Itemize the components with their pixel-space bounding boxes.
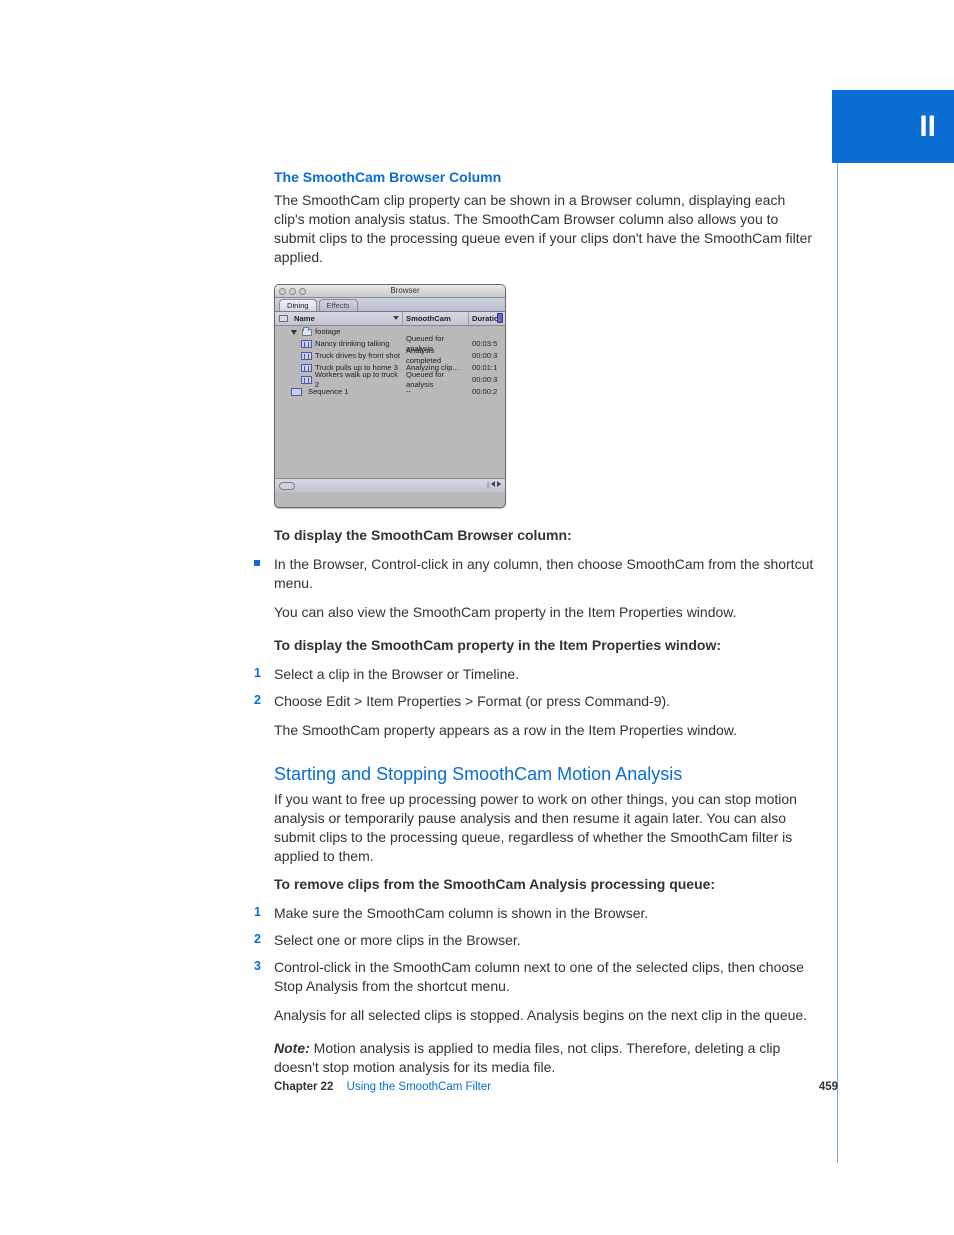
list-item-text: Choose Edit > Item Properties > Format (… xyxy=(274,693,670,709)
browser-title: Browser xyxy=(309,286,501,297)
browser-sidebar-handle[interactable] xyxy=(497,313,503,323)
browser-header-row: Name SmoothCam Duration xyxy=(275,312,505,326)
sequence-icon xyxy=(291,388,302,396)
bin-label: footage xyxy=(315,327,340,337)
scroll-left-icon[interactable] xyxy=(491,481,495,487)
procedure-heading: To display the SmoothCam Browser column: xyxy=(274,526,819,545)
part-number-tab: II xyxy=(832,90,954,163)
procedure-heading: To remove clips from the SmoothCam Analy… xyxy=(274,875,819,894)
page-content: The SmoothCam Browser Column The SmoothC… xyxy=(274,168,819,1087)
sequence-name: Sequence 1 xyxy=(308,387,349,397)
tab-dining[interactable]: Dining xyxy=(279,299,317,311)
tab-effects[interactable]: Effects xyxy=(319,299,358,311)
list-item: 2Select one or more clips in the Browser… xyxy=(260,931,819,950)
disclosure-triangle-icon[interactable] xyxy=(291,330,297,335)
table-row[interactable]: Truck drives by front shot Analysis comp… xyxy=(275,350,505,362)
section-heading-starting-stopping: Starting and Stopping SmoothCam Motion A… xyxy=(274,762,819,786)
procedure-after-text: You can also view the SmoothCam property… xyxy=(274,603,819,622)
column-header-name[interactable]: Name xyxy=(275,312,403,325)
procedure-after-text: The SmoothCam property appears as a row … xyxy=(274,721,819,740)
list-item: 3Control-click in the SmoothCam column n… xyxy=(260,958,819,996)
close-icon[interactable] xyxy=(279,288,286,295)
list-item: In the Browser, Control-click in any col… xyxy=(260,555,819,593)
clip-duration: 00:00:3 xyxy=(469,351,505,361)
procedure-heading: To display the SmoothCam property in the… xyxy=(274,636,819,655)
bin-icon xyxy=(279,315,288,322)
step-number: 1 xyxy=(254,665,261,682)
step-number: 2 xyxy=(254,931,261,948)
sort-indicator-icon xyxy=(393,316,399,320)
clip-icon xyxy=(301,352,312,360)
list-item: 1Make sure the SmoothCam column is shown… xyxy=(260,904,819,923)
column-header-name-label: Name xyxy=(294,314,315,324)
clip-icon xyxy=(301,376,312,384)
list-item-text: In the Browser, Control-click in any col… xyxy=(274,556,813,591)
browser-window: Browser Dining Effects Name SmoothCam Du… xyxy=(274,284,506,508)
scroll-right-icon[interactable] xyxy=(497,481,501,487)
section-heading-smoothcam-column: The SmoothCam Browser Column xyxy=(274,168,819,187)
section-para: The SmoothCam clip property can be shown… xyxy=(274,191,819,267)
list-item-text: Select one or more clips in the Browser. xyxy=(274,932,521,948)
bin-row[interactable]: footage xyxy=(275,326,505,338)
table-row[interactable]: Nancy drinking talking Queued for analys… xyxy=(275,338,505,350)
chapter-title: Using the SmoothCam Filter xyxy=(347,1081,491,1093)
clip-duration: 00:00:3 xyxy=(469,375,505,385)
clip-duration: 00:03:5 xyxy=(469,339,505,349)
sequence-duration: 00:00:2 xyxy=(469,387,505,397)
list-item-text: Select a clip in the Browser or Timeline… xyxy=(274,666,519,682)
list-item: 1Select a clip in the Browser or Timelin… xyxy=(260,665,819,684)
browser-titlebar: Browser xyxy=(275,285,505,298)
chapter-label: Chapter 22 xyxy=(274,1081,333,1093)
minimize-icon[interactable] xyxy=(289,288,296,295)
browser-tabs: Dining Effects xyxy=(275,298,505,312)
margin-rule xyxy=(837,163,838,1163)
section-para: If you want to free up processing power … xyxy=(274,790,819,866)
page-number: 459 xyxy=(819,1081,838,1093)
note-paragraph: Note: Motion analysis is applied to medi… xyxy=(274,1039,819,1077)
browser-footer: | xyxy=(275,478,505,492)
step-number: 2 xyxy=(254,692,261,709)
bullet-icon xyxy=(254,560,260,566)
clip-name: Nancy drinking talking xyxy=(315,339,389,349)
list-item-text: Make sure the SmoothCam column is shown … xyxy=(274,905,648,921)
step-number: 1 xyxy=(254,904,261,921)
scroll-pipe: | xyxy=(487,481,489,490)
sequence-smoothcam-status: -- xyxy=(403,387,469,397)
list-item-text: Control-click in the SmoothCam column ne… xyxy=(274,959,804,994)
folder-icon xyxy=(302,329,312,336)
table-row[interactable]: Workers walk up to truck 2 Queued for an… xyxy=(275,374,505,386)
note-label: Note: xyxy=(274,1040,310,1056)
procedure-after-text: Analysis for all selected clips is stopp… xyxy=(274,1006,819,1025)
list-item: 2Choose Edit > Item Properties > Format … xyxy=(260,692,819,711)
table-row[interactable]: Sequence 1 -- 00:00:2 xyxy=(275,386,505,398)
browser-body: footage Nancy drinking talking Queued fo… xyxy=(275,326,505,492)
zoom-icon[interactable] xyxy=(299,288,306,295)
clip-duration: 00:01:1 xyxy=(469,363,505,373)
clip-icon xyxy=(301,340,312,348)
step-number: 3 xyxy=(254,958,261,975)
column-header-smoothcam-label: SmoothCam xyxy=(406,314,451,324)
clip-name: Truck drives by front shot xyxy=(315,351,400,361)
page-footer: Chapter 22 Using the SmoothCam Filter 45… xyxy=(274,1081,838,1093)
note-text: Motion analysis is applied to media file… xyxy=(274,1040,780,1075)
column-header-smoothcam[interactable]: SmoothCam xyxy=(403,312,469,325)
clip-icon xyxy=(301,364,312,372)
horizontal-scroll-thumb[interactable] xyxy=(279,482,295,490)
